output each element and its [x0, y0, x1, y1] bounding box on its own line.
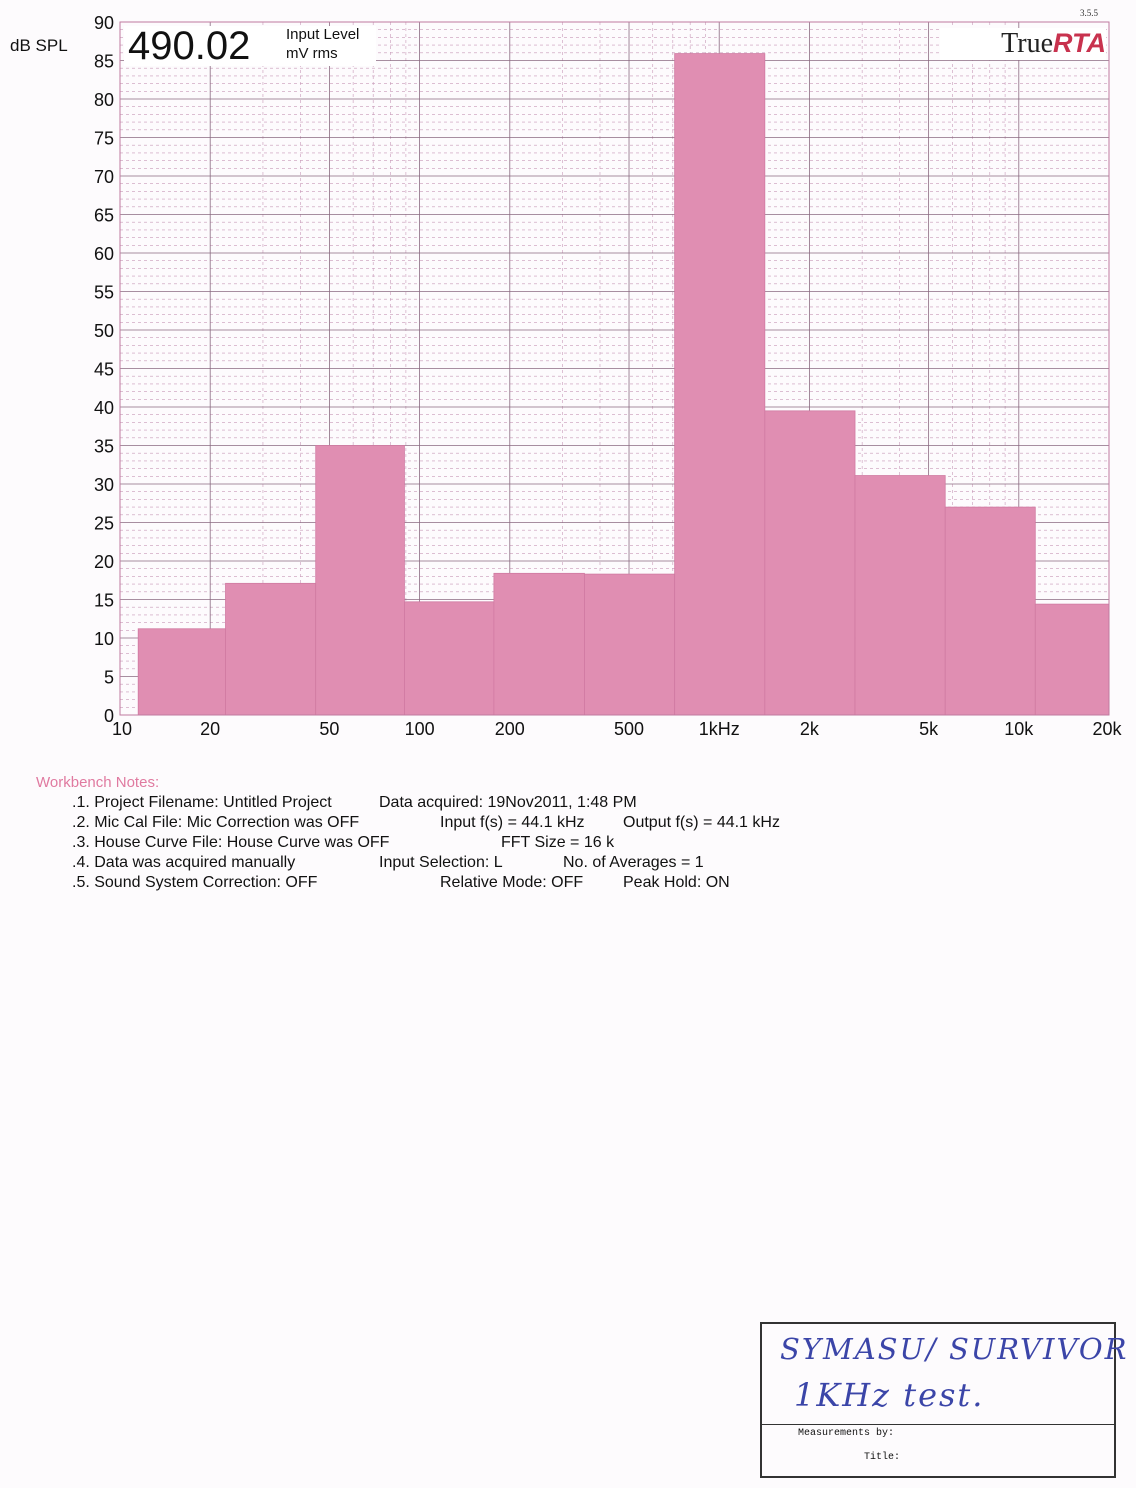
title-label: Title:	[864, 1452, 901, 1463]
note-2-c: Output f(s) = 44.1 kHz	[623, 814, 780, 831]
bar-250hz	[493, 572, 585, 716]
x-tick-label: 50	[319, 719, 339, 739]
note-2-a: .2. Mic Cal File: Mic Correction was OFF	[72, 814, 360, 831]
note-2-b: Input f(s) = 44.1 kHz	[440, 814, 585, 831]
truerta-logo: TrueRTA	[940, 28, 1106, 60]
bar-31.5hz	[225, 582, 317, 716]
x-tick-label: 10k	[1004, 719, 1034, 739]
input-level-value: 490.02	[128, 24, 251, 68]
bar-16hz	[137, 628, 226, 716]
y-ticks: 0 5 10 15 20 25 30 35 40 45 50 55 60 65 70 75 80 85 90	[94, 13, 114, 726]
x-tick-label: 200	[495, 719, 525, 739]
workbench-notes: Workbench Notes: .1. Project Filename: U…	[36, 774, 780, 891]
y-tick-label: 85	[94, 52, 114, 72]
x-tick-label: 10	[112, 719, 132, 739]
y-tick-label: 20	[94, 552, 114, 572]
y-tick-label: 30	[94, 475, 114, 495]
note-3-b: FFT Size = 16 k	[501, 834, 615, 851]
y-tick-label: 45	[94, 360, 114, 380]
note-1-b: Data acquired: 19Nov2011, 1:48 PM	[379, 794, 637, 811]
input-level-label: Input Level	[286, 26, 360, 43]
note-4-a: .4. Data was acquired manually	[72, 854, 296, 871]
y-tick-label: 80	[94, 90, 114, 110]
handwritten-note-line-1: SYMASU/ SURVIVOR	[780, 1332, 1129, 1366]
bar-4000hz	[854, 475, 946, 716]
y-tick-label: 50	[94, 321, 114, 341]
logo-text-true: True	[1001, 28, 1053, 59]
note-5-c: Peak Hold: ON	[623, 874, 730, 891]
note-5-b: Relative Mode: OFF	[440, 874, 584, 891]
logo-text-rta: RTA	[1053, 28, 1106, 58]
bar-8000hz	[944, 506, 1036, 716]
measurements-by-label: Measurements by:	[798, 1428, 895, 1439]
note-1-a: .1. Project Filename: Untitled Project	[72, 794, 332, 811]
x-tick-label: 1kHz	[699, 719, 740, 739]
notes-title: Workbench Notes:	[36, 774, 160, 791]
y-tick-label: 65	[94, 206, 114, 226]
bar-1000hz	[674, 53, 766, 716]
y-tick-label: 10	[94, 629, 114, 649]
y-tick-label: 15	[94, 591, 114, 611]
y-tick-label: 70	[94, 167, 114, 187]
input-level-readout: 490.02 Input Level mV rms	[124, 24, 376, 68]
bar-63hz	[315, 445, 405, 716]
x-tick-label: 20	[200, 719, 220, 739]
y-axis-label: dB SPL	[10, 36, 68, 55]
y-tick-label: 90	[94, 13, 114, 33]
y-tick-label: 75	[94, 129, 114, 149]
bar-16000hz	[1034, 603, 1110, 716]
bars-group	[137, 53, 1110, 716]
y-tick-label: 40	[94, 398, 114, 418]
plot-frame	[119, 21, 1110, 716]
y-tick-label: 35	[94, 437, 114, 457]
rta-chart: 0 5 10 15 20 25 30 35 40 45 50 55 60 65 70 75 80 85 90 10 2…	[94, 13, 1123, 739]
note-3-a: .3. House Curve File: House Curve was OF…	[72, 834, 390, 851]
bar-500hz	[584, 573, 676, 716]
x-tick-label: 20k	[1092, 719, 1122, 739]
y-tick-label: 0	[104, 706, 114, 726]
x-ticks: 10 20 50 100 200 500 1kHz 2k 5k 10k 20k	[112, 719, 1123, 739]
bar-2000hz	[764, 410, 856, 716]
x-tick-label: 2k	[800, 719, 820, 739]
note-4-b: Input Selection: L	[379, 854, 503, 871]
y-tick-label: 60	[94, 244, 114, 264]
note-4-c: No. of Averages = 1	[563, 854, 704, 871]
bar-125hz	[404, 601, 495, 716]
note-5-a: .5. Sound System Correction: OFF	[72, 874, 318, 891]
x-tick-label: 500	[614, 719, 644, 739]
handwritten-note-line-2: 1KHz test.	[794, 1376, 985, 1414]
input-level-unit: mV rms	[286, 45, 338, 62]
x-tick-label: 5k	[919, 719, 939, 739]
signature-box: SYMASU/ SURVIVOR 1KHz test. Measurements…	[760, 1322, 1127, 1478]
version-label: 3.5.5	[1080, 8, 1098, 18]
y-tick-label: 5	[104, 668, 114, 688]
x-tick-label: 100	[405, 719, 435, 739]
y-tick-label: 25	[94, 514, 114, 534]
y-tick-label: 55	[94, 283, 114, 303]
signature-divider	[762, 1424, 1114, 1425]
